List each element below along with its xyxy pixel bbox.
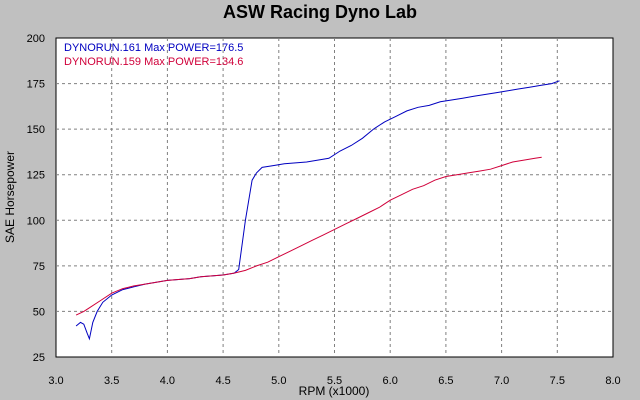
grid <box>56 38 613 357</box>
series-line-dynorun-161 <box>75 80 560 341</box>
y-axis-ticks: 25 50 75 100 125 150 175 200 <box>27 33 45 364</box>
x-tick-label: 3.5 <box>104 375 119 387</box>
y-tick-label: 25 <box>33 352 45 364</box>
series-line-dynorun-159 <box>75 156 542 316</box>
y-tick-label: 100 <box>27 215 45 227</box>
y-tick-label: 75 <box>33 261 45 273</box>
x-tick-label: 8.0 <box>605 375 620 387</box>
x-axis-label: RPM (x1000) <box>299 384 370 398</box>
x-tick-label: 4.0 <box>160 375 175 387</box>
x-tick-label: 5.0 <box>271 375 286 387</box>
x-tick-label: 6.5 <box>438 375 453 387</box>
legend: DYNORUN.161 Max POWER=176.5 DYNORUN.159 M… <box>64 42 243 68</box>
chart-title: ASW Racing Dyno Lab <box>223 2 417 22</box>
x-tick-label: 3.0 <box>48 375 63 387</box>
y-tick-label: 175 <box>27 79 45 91</box>
x-tick-label: 5.5 <box>327 375 342 387</box>
y-tick-label: 50 <box>33 306 45 318</box>
y-tick-label: 200 <box>27 33 45 45</box>
x-axis-ticks: 3.0 3.5 4.0 4.5 5.0 5.5 6.0 6.5 7.0 7.5 8.0 <box>48 375 620 387</box>
x-tick-label: 7.5 <box>550 375 565 387</box>
legend-entry: DYNORUN.161 Max POWER=176.5 <box>64 42 243 54</box>
x-tick-label: 7.0 <box>494 375 509 387</box>
y-tick-label: 150 <box>27 124 45 136</box>
x-tick-label: 4.5 <box>215 375 230 387</box>
x-tick-label: 6.0 <box>383 375 398 387</box>
series-lines <box>75 80 560 341</box>
legend-entry: DYNORUN.159 Max POWER=134.6 <box>64 56 243 68</box>
y-tick-label: 125 <box>27 170 45 182</box>
y-axis-label: SAE Horsepower <box>3 151 17 243</box>
